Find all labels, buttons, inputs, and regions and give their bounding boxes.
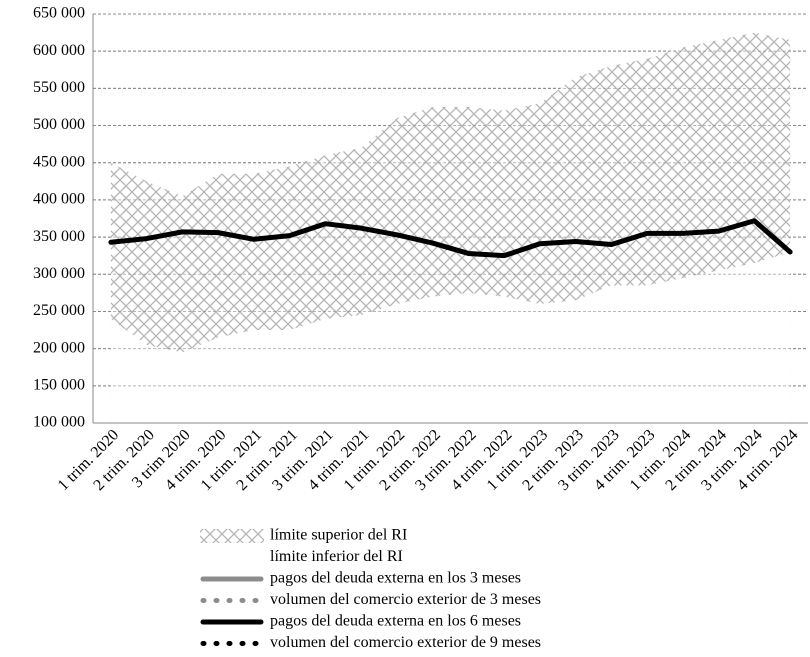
area bbox=[110, 251, 791, 423]
legend-label: volumen del comercio exterior de 3 meses bbox=[270, 591, 541, 608]
y-tick-label: 100 000 bbox=[33, 414, 85, 431]
y-tick-label: 450 000 bbox=[33, 153, 85, 170]
y-tick-label: 400 000 bbox=[33, 191, 85, 208]
legend-label: pagos del deuda externa en los 3 meses bbox=[270, 570, 521, 587]
line bbox=[108, 218, 793, 259]
legend-label: volumen del comercio exterior de 9 meses bbox=[270, 634, 541, 651]
y-tick-label: 200 000 bbox=[33, 339, 85, 356]
y-tick-label: 300 000 bbox=[33, 265, 85, 282]
legend-swatch bbox=[200, 529, 264, 543]
y-tick-label: 150 000 bbox=[33, 376, 85, 393]
y-tick-label: 350 000 bbox=[33, 228, 85, 245]
legend-label: pagos del deuda externa en los 6 meses bbox=[270, 613, 521, 630]
y-tick-label: 600 000 bbox=[33, 42, 85, 59]
y-tick-label: 250 000 bbox=[33, 302, 85, 319]
legend-label: límite superior del RI bbox=[270, 527, 407, 544]
legend-label: límite inferior del RI bbox=[270, 548, 403, 565]
y-tick-label: 650 000 bbox=[33, 5, 85, 22]
y-tick-label: 500 000 bbox=[33, 116, 85, 133]
y-tick-label: 550 000 bbox=[33, 79, 85, 96]
